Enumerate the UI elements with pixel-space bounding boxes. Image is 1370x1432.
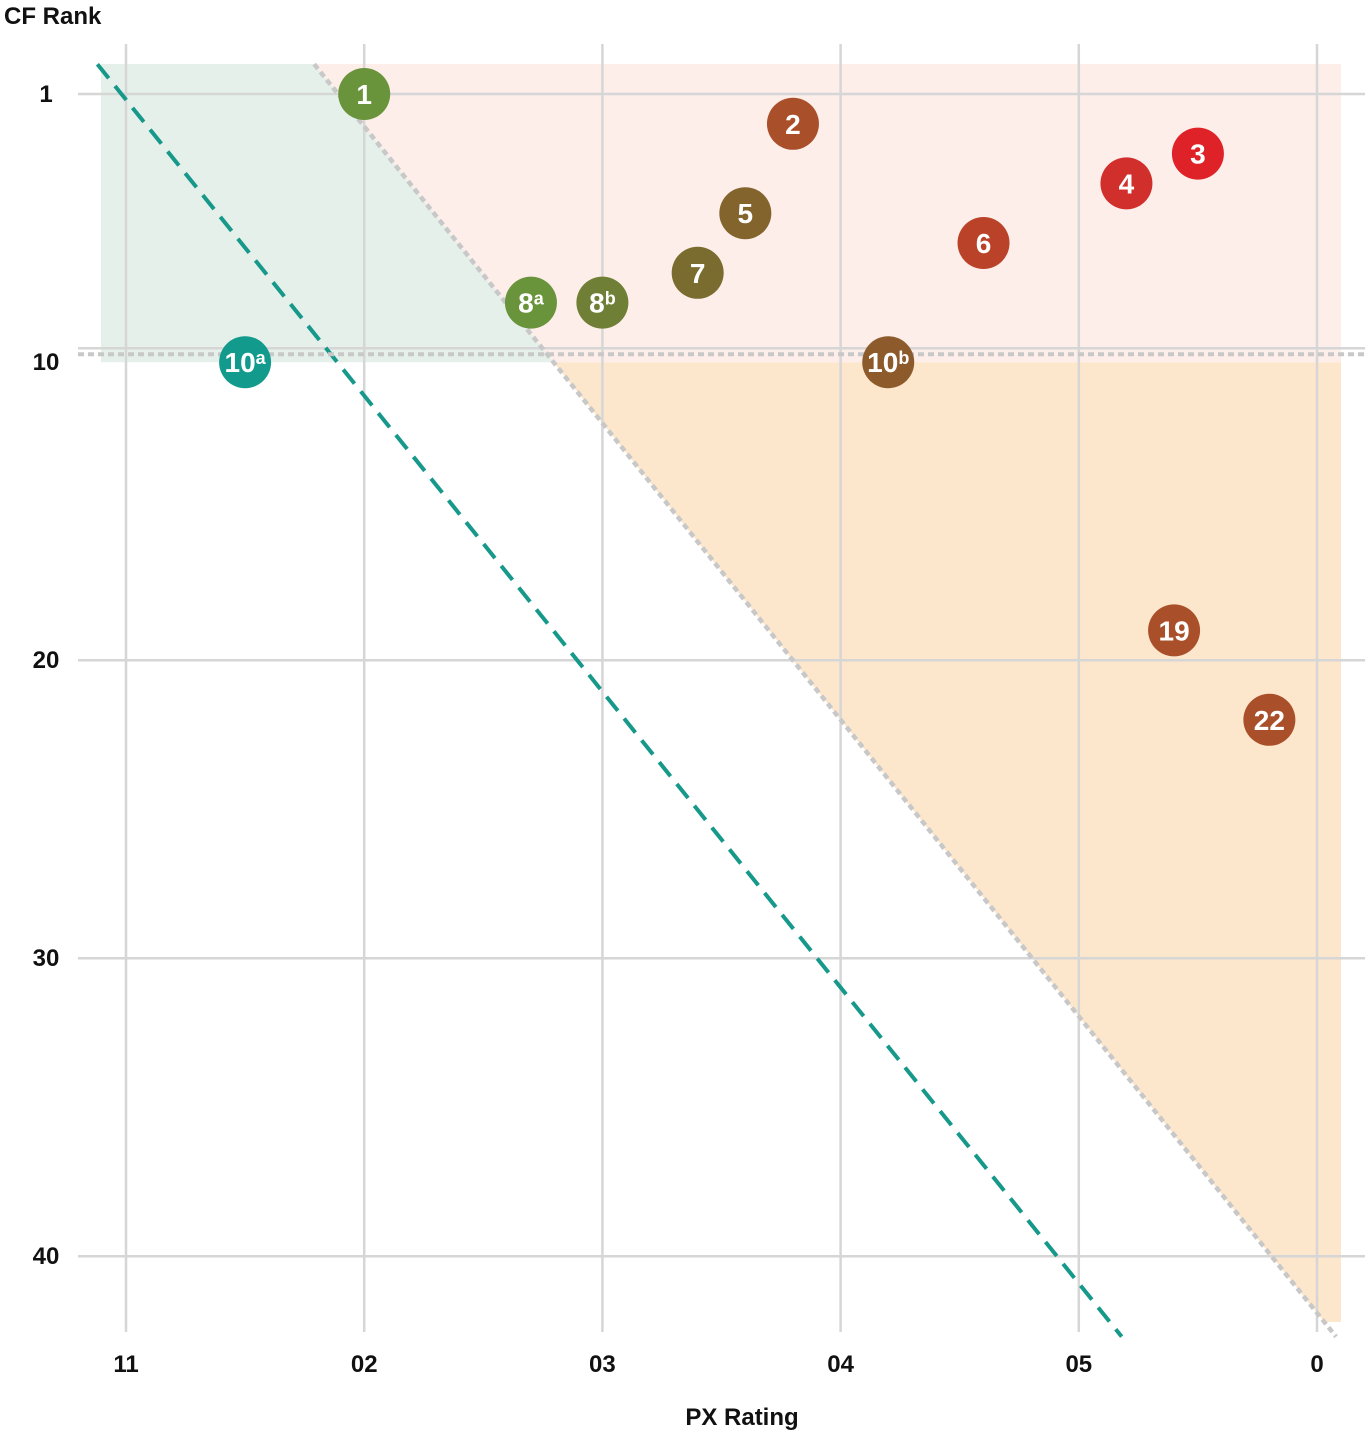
point-label: 6 — [976, 228, 992, 259]
x-tick-label: 0 — [1310, 1351, 1323, 1378]
point-label: 8b — [589, 288, 616, 319]
data-point: 6 — [957, 217, 1010, 269]
point-marker — [1243, 693, 1296, 746]
data-point: 2 — [766, 97, 819, 150]
point-marker — [1100, 157, 1153, 210]
y-tick-label: 1 — [39, 81, 52, 108]
point-marker — [338, 68, 391, 120]
data-point: 3 — [1171, 127, 1224, 180]
data-point: 7 — [671, 246, 724, 299]
gridlines — [78, 44, 1365, 1332]
point-label: 2 — [785, 109, 801, 140]
point-marker — [1171, 127, 1224, 180]
point-label: 4 — [1119, 168, 1135, 199]
point-marker — [766, 97, 819, 150]
data-point: 8a — [504, 276, 557, 329]
data-point: 10a — [219, 336, 272, 389]
point-label: 10b — [867, 347, 909, 378]
x-axis-title: PX Rating — [685, 1404, 798, 1431]
x-axis-ticks: 11 02 03 04 05 0 — [113, 1351, 1323, 1378]
teal-dashed-line — [95, 62, 1124, 1338]
point-marker — [719, 187, 772, 240]
data-point: 10b — [862, 336, 915, 389]
data-point: 19 — [1148, 604, 1201, 657]
point-label: 8a — [518, 288, 545, 319]
y-tick-label: 30 — [33, 945, 60, 972]
x-tick-label: 04 — [827, 1351, 854, 1378]
point-marker — [957, 217, 1010, 269]
gray-dashed-diagonal — [312, 62, 1338, 1339]
point-marker — [1148, 604, 1201, 657]
reference-lines — [78, 62, 1365, 1339]
x-tick-label: 03 — [589, 1351, 616, 1378]
point-label: 3 — [1190, 139, 1206, 170]
point-label: 5 — [738, 198, 754, 229]
data-point: 4 — [1100, 157, 1153, 210]
data-point: 1 — [338, 68, 391, 120]
data-point: 8b — [576, 276, 629, 329]
green-zone — [101, 64, 554, 363]
y-tick-label: 40 — [33, 1243, 60, 1270]
point-marker — [671, 246, 724, 299]
x-tick-label: 11 — [113, 1351, 138, 1378]
point-label: 7 — [690, 258, 706, 289]
y-axis-title: CF Rank — [4, 3, 102, 30]
pink-zone — [314, 64, 1342, 363]
point-marker — [862, 336, 915, 389]
data-point: 22 — [1243, 693, 1296, 746]
data-points: 1 2 3 4 5 6 7 8a 8b 10a 10b 19 22 — [219, 68, 1296, 746]
x-tick-label: 02 — [351, 1351, 378, 1378]
point-marker — [576, 276, 629, 329]
shaded-regions — [101, 64, 1342, 1322]
y-tick-label: 10 — [33, 349, 60, 376]
y-axis-ticks: 1 10 20 30 40 — [33, 81, 60, 1270]
point-label: 19 — [1159, 615, 1190, 646]
point-marker — [219, 336, 272, 389]
point-marker — [504, 276, 557, 329]
point-label: 10a — [225, 347, 267, 378]
point-label: 1 — [356, 79, 372, 110]
x-tick-label: 05 — [1065, 1351, 1092, 1378]
orange-zone — [553, 362, 1341, 1322]
y-tick-label: 20 — [33, 647, 60, 674]
point-label: 22 — [1254, 705, 1285, 736]
data-point: 5 — [719, 187, 772, 240]
